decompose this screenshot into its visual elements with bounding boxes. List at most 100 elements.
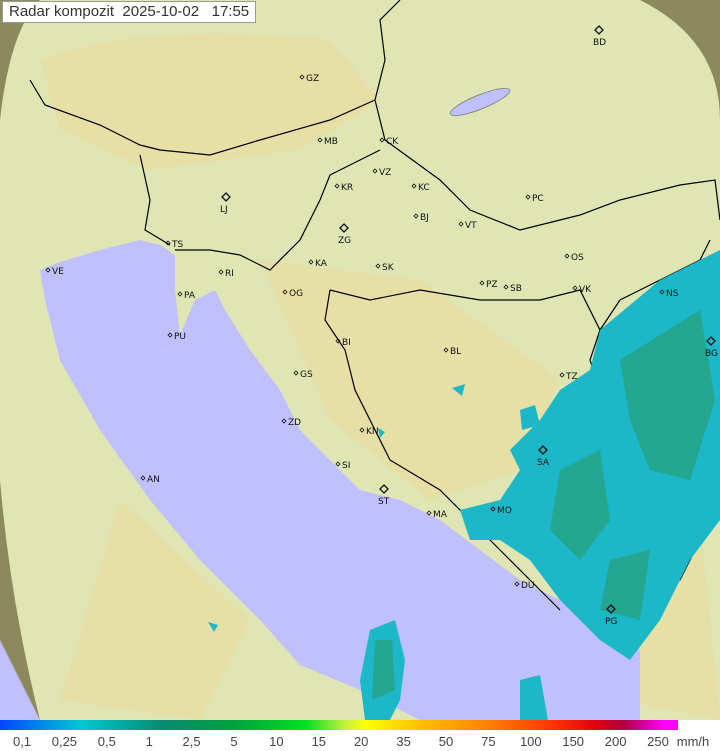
city-marker-icon (514, 581, 520, 587)
city-kc: KC (411, 183, 430, 193)
city-label: OS (571, 253, 584, 263)
city-label: VK (579, 285, 592, 295)
city-marker-icon (317, 137, 323, 143)
city-marker-icon (375, 263, 381, 269)
rain-echoes (208, 250, 720, 720)
city-ts: TS (165, 240, 183, 250)
legend-label: 1 (145, 734, 153, 749)
city-marker-icon (525, 194, 531, 200)
city-marker-icon (503, 284, 509, 290)
city-markers: GZ BD MB CK VZ KR KC PC LJ ZG BJ VT TS VE OS RI KA SK PZ SB… (45, 25, 718, 627)
city-bj: BJ (413, 213, 429, 223)
legend-labels: 0,1 0,25 0,5 1 2,5 5 10 15 20 35 50 75 100 150 200 250 m… (0, 734, 720, 751)
city-label: ST (378, 497, 390, 507)
city-marker-icon (293, 370, 299, 376)
legend-label: 0,25 (51, 734, 78, 749)
city-pz: PZ (479, 280, 498, 290)
legend-label: 50 (438, 734, 454, 749)
city-bg: BG (705, 336, 718, 359)
city-marker-icon (458, 221, 464, 227)
city-marker-icon (659, 289, 665, 295)
city-marker-icon (559, 372, 565, 378)
city-marker-icon (140, 475, 146, 481)
city-pu: PU (167, 332, 186, 342)
city-vt: VT (458, 221, 477, 231)
city-pg: PG (605, 604, 617, 627)
city-og: OG (282, 289, 303, 299)
legend-label: 75 (481, 734, 496, 749)
city-marker-icon (413, 213, 419, 219)
lake-balaton (449, 87, 511, 117)
city-os: OS (564, 253, 584, 263)
city-marker-icon (308, 259, 314, 265)
city-zd: ZD (281, 418, 301, 428)
city-ma: MA (426, 510, 448, 520)
legend-label: 35 (396, 734, 411, 749)
city-kr: KR (334, 183, 353, 193)
city-gz: GZ (299, 74, 319, 84)
city-marker-icon (594, 25, 604, 35)
legend-label: 0,1 (12, 734, 32, 749)
city-label: ZD (288, 418, 301, 428)
city-label: PC (532, 194, 544, 204)
city-marker-icon (379, 484, 389, 494)
city-marker-icon (564, 253, 570, 259)
city-marker-icon (218, 269, 224, 275)
city-label: PZ (486, 280, 498, 290)
city-label: BL (450, 347, 461, 357)
city-label: KA (315, 259, 328, 269)
city-label: SK (382, 263, 395, 273)
city-sb: SB (503, 284, 522, 294)
city-label: KN (366, 427, 379, 437)
city-zg: ZG (338, 223, 351, 246)
city-sk: SK (375, 263, 395, 273)
city-marker-icon (379, 137, 385, 143)
city-marker-icon (490, 506, 496, 512)
city-label: KC (418, 183, 430, 193)
terrain-shading (40, 33, 720, 720)
city-label: SB (510, 284, 522, 294)
city-mb: MB (317, 137, 338, 147)
radar-map[interactable]: GZ BD MB CK VZ KR KC PC LJ ZG BJ VT TS VE OS RI KA SK PZ SB… (0, 0, 720, 720)
city-marker-icon (334, 183, 340, 189)
city-label: LJ (220, 205, 228, 215)
legend-label: 10 (269, 734, 284, 749)
city-marker-icon (479, 280, 485, 286)
city-label: VE (52, 267, 64, 277)
city-label: GS (300, 370, 313, 380)
legend-label: 100 (519, 734, 542, 749)
city-ri: RI (218, 269, 234, 279)
city-label: TZ (565, 372, 578, 382)
city-label: TS (171, 240, 183, 250)
city-label: OG (289, 289, 303, 299)
city-label: GZ (306, 74, 319, 84)
city-marker-icon (411, 183, 417, 189)
city-marker-icon (606, 604, 616, 614)
city-label: KR (341, 183, 353, 193)
city-ck: CK (379, 137, 399, 147)
city-pa: PA (177, 291, 196, 301)
map-title: Radar kompozit 2025-10-02 17:55 (2, 1, 257, 23)
city-marker-icon (221, 192, 231, 202)
city-label: AN (147, 475, 160, 485)
city-du: DU (514, 581, 535, 591)
legend-label: 15 (311, 734, 327, 749)
city-marker-icon (359, 427, 365, 433)
city-marker-icon (335, 338, 341, 344)
city-label: PA (184, 291, 196, 301)
city-bd: BD (593, 25, 606, 48)
city-pc: PC (525, 194, 544, 204)
city-vk: VK (572, 285, 592, 295)
city-marker-icon (443, 347, 449, 353)
legend-label: 200 (604, 734, 627, 749)
city-label: CK (386, 137, 399, 147)
city-marker-icon (45, 267, 51, 273)
city-bl: BL (443, 347, 461, 357)
city-label: PU (174, 332, 186, 342)
city-marker-icon (299, 74, 305, 80)
city-marker-icon (167, 332, 173, 338)
city-label: MO (497, 506, 512, 516)
city-label: VZ (379, 168, 391, 178)
city-marker-icon (372, 168, 378, 174)
city-label: ZG (338, 236, 351, 246)
